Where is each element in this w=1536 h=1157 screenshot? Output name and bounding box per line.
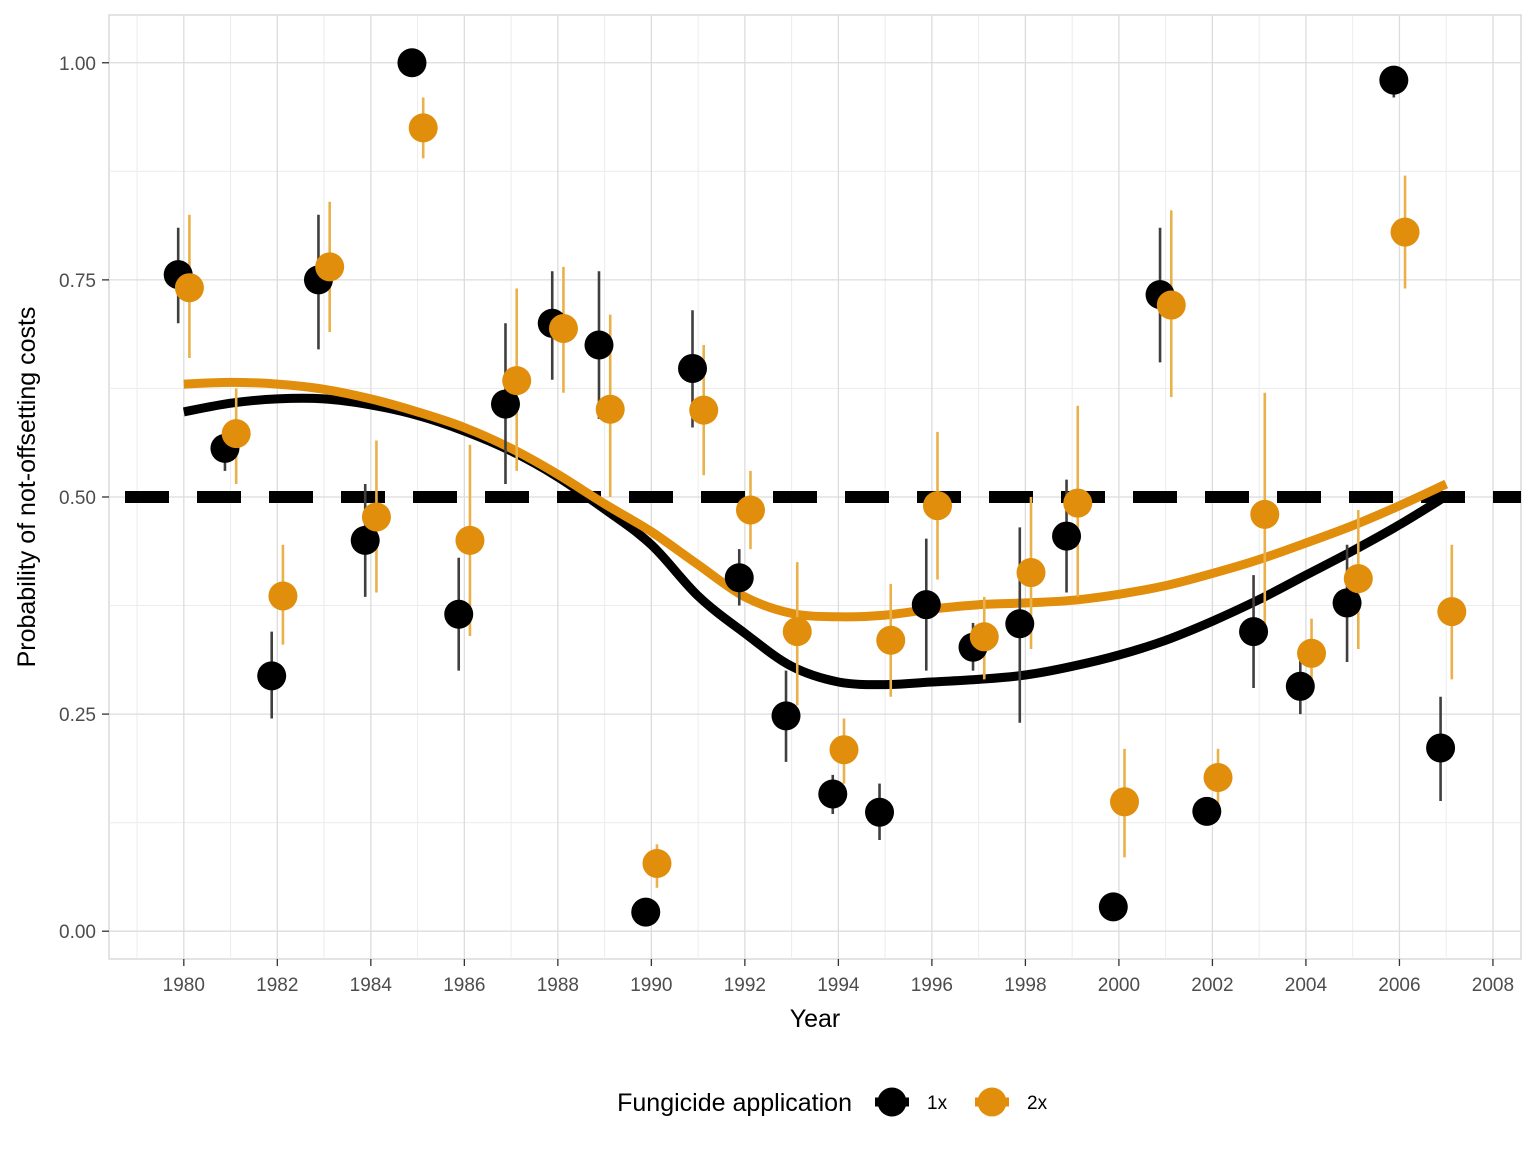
point-2x xyxy=(969,622,999,652)
point-2x xyxy=(455,525,485,555)
x-tick-label: 2006 xyxy=(1378,975,1420,996)
legend-label-2x: 2x xyxy=(1027,1093,1048,1114)
y-tick-label: 1.00 xyxy=(59,54,96,75)
point-2x xyxy=(876,625,906,655)
point-1x xyxy=(865,797,895,827)
point-2x xyxy=(1063,488,1093,518)
point-2x xyxy=(735,495,765,525)
major-gridlines xyxy=(109,15,1521,959)
point-1x xyxy=(1005,609,1035,639)
point-2x xyxy=(548,314,578,344)
x-tick-label: 1998 xyxy=(1004,975,1046,996)
smooth-line-2x xyxy=(183,377,1449,622)
x-tick-label: 2000 xyxy=(1098,975,1140,996)
point-1x xyxy=(1379,65,1409,95)
x-tick-label: 2002 xyxy=(1191,975,1233,996)
x-tick-label: 1984 xyxy=(350,975,393,996)
point-1x xyxy=(1426,733,1456,763)
point-1x xyxy=(444,599,474,629)
point-2x xyxy=(1390,217,1420,247)
point-2x xyxy=(1110,787,1140,817)
point-1x xyxy=(397,48,427,78)
point-1x xyxy=(631,897,661,927)
y-tick-label: 0.25 xyxy=(59,705,96,726)
x-axis-title: Year xyxy=(790,1005,841,1033)
x-tick-label: 1994 xyxy=(817,975,860,996)
point-2x xyxy=(782,617,812,647)
minor-gridlines xyxy=(109,15,1521,959)
point-1x xyxy=(911,590,941,620)
point-2x xyxy=(1297,638,1327,668)
y-tick-label: 0.50 xyxy=(59,488,96,509)
point-1x xyxy=(1332,588,1362,618)
point-1x xyxy=(1239,617,1269,647)
legend-title: Fungicide application xyxy=(617,1089,852,1117)
point-2x xyxy=(315,252,345,282)
point-2x xyxy=(361,502,391,532)
point-1x xyxy=(490,389,520,419)
point-2x xyxy=(221,419,251,449)
point-1x xyxy=(771,701,801,731)
point-1x xyxy=(257,661,287,691)
legend: Fungicide application 1x 2x xyxy=(617,1087,1048,1117)
point-1x xyxy=(1192,796,1222,826)
x-axis-ticks: 1980 1982 1984 1986 1988 1990 1992 1994 1996 1998… xyxy=(163,959,1514,996)
y-axis-ticks: 0.00 0.25 0.50 0.75 1.00 xyxy=(59,54,109,943)
point-2x xyxy=(408,113,438,143)
x-tick-label: 1992 xyxy=(724,975,766,996)
point-2x xyxy=(642,848,672,878)
point-2x xyxy=(1250,499,1280,529)
point-1x xyxy=(724,563,754,593)
point-2x xyxy=(1156,290,1186,320)
panel-border xyxy=(108,14,1522,960)
x-tick-label: 2008 xyxy=(1472,975,1514,996)
point-2x xyxy=(502,366,532,396)
point-2x xyxy=(1343,564,1373,594)
point-1x xyxy=(1098,892,1128,922)
point-2x xyxy=(595,394,625,424)
legend-key-point-1x xyxy=(877,1087,907,1117)
point-2x xyxy=(174,273,204,303)
y-axis-title: Probability of not-offsetting costs xyxy=(13,307,41,668)
legend-key-point-2x xyxy=(977,1087,1007,1117)
x-tick-label: 1996 xyxy=(911,975,953,996)
x-tick-label: 1986 xyxy=(443,975,485,996)
point-1x xyxy=(350,525,380,555)
point-2x xyxy=(689,395,719,425)
x-tick-label: 1980 xyxy=(163,975,205,996)
smooth-trend-lines xyxy=(182,377,1449,690)
y-tick-label: 0.00 xyxy=(59,922,96,943)
data-points xyxy=(163,48,1467,927)
point-2x xyxy=(268,581,298,611)
x-tick-label: 1988 xyxy=(537,975,579,996)
point-1x xyxy=(584,330,614,360)
point-2x xyxy=(1437,597,1467,627)
point-2x xyxy=(922,491,952,521)
point-1x xyxy=(818,779,848,809)
point-2x xyxy=(829,735,859,765)
y-tick-label: 0.75 xyxy=(59,271,96,292)
point-2x xyxy=(1203,762,1233,792)
x-tick-label: 1990 xyxy=(630,975,672,996)
legend-label-1x: 1x xyxy=(927,1093,948,1114)
point-1x xyxy=(1285,671,1315,701)
x-tick-label: 1982 xyxy=(256,975,298,996)
point-2x xyxy=(1016,558,1046,588)
point-1x xyxy=(678,353,708,383)
x-tick-label: 2004 xyxy=(1285,975,1328,996)
point-1x xyxy=(1052,521,1082,551)
